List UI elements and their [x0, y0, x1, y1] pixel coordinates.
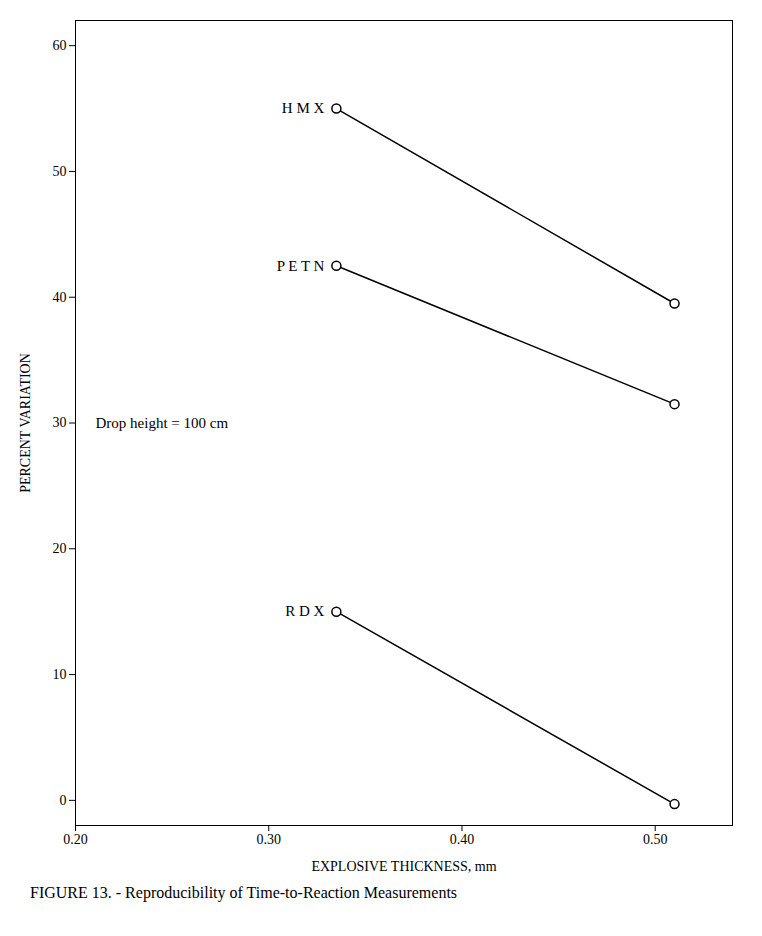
svg-text:0: 0	[60, 793, 67, 808]
svg-text:EXPLOSIVE THICKNESS, mm: EXPLOSIVE THICKNESS, mm	[311, 859, 496, 874]
svg-text:0.40: 0.40	[450, 832, 475, 847]
svg-text:20: 20	[53, 541, 67, 556]
svg-text:40: 40	[53, 290, 67, 305]
svg-text:50: 50	[53, 164, 67, 179]
svg-text:0.50: 0.50	[643, 832, 668, 847]
svg-text:R D X: R D X	[285, 603, 324, 619]
svg-text:0.30: 0.30	[256, 832, 281, 847]
svg-text:30: 30	[53, 415, 67, 430]
svg-text:PERCENT VARIATION: PERCENT VARIATION	[18, 353, 33, 493]
svg-text:P E T N: P E T N	[277, 258, 325, 274]
svg-text:10: 10	[53, 667, 67, 682]
svg-text:H M X: H M X	[282, 100, 325, 116]
svg-text:Drop height = 100 cm: Drop height = 100 cm	[96, 415, 229, 431]
svg-text:0.20: 0.20	[63, 832, 88, 847]
html-text:FIGURE 13. - Reproducibility o: FIGURE 13. - Reproducibility of Time-to-…	[30, 884, 458, 901]
svg-text:60: 60	[53, 38, 67, 53]
